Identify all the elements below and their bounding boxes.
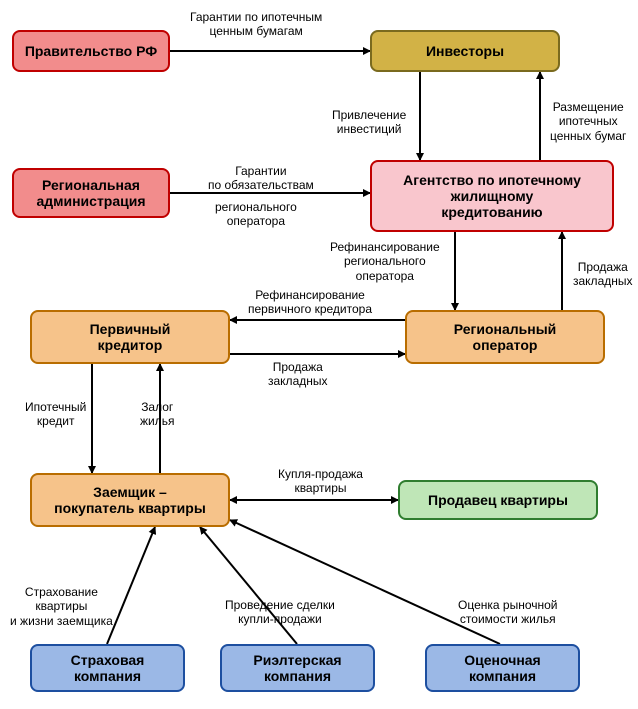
node-insur: Страховаякомпания: [30, 644, 185, 692]
node-regoper: Региональныйоператор: [405, 310, 605, 364]
node-gov: Правительство РФ: [12, 30, 170, 72]
edge-label-13: Проведение сделки купли-продажи: [225, 598, 335, 627]
node-realtor: Риэлтерскаякомпания: [220, 644, 375, 692]
node-primcred: Первичныйкредитор: [30, 310, 230, 364]
edge-label-12: Страхование квартиры и жизни заемщика: [10, 585, 113, 628]
edge-label-5: Рефинансирование регионального оператора: [330, 240, 440, 283]
node-regadmin: Региональнаяадминистрация: [12, 168, 170, 218]
edge-label-11: Купля-продажа квартиры: [278, 467, 363, 496]
edge-label-9: Ипотечный кредит: [25, 400, 86, 429]
edge-label-3: Гарантии по обязательствам: [208, 164, 314, 193]
edge-label-2: Размещение ипотечных ценных бумаг: [550, 100, 626, 143]
edge-label-14: Оценка рыночной стоимости жилья: [458, 598, 558, 627]
edge-label-1: Привлечение инвестиций: [332, 108, 406, 137]
edge-label-4: регионального оператора: [215, 200, 297, 229]
node-appraisal: Оценочнаякомпания: [425, 644, 580, 692]
edge-label-6: Продажа закладных: [573, 260, 633, 289]
edge-label-10: Залог жилья: [140, 400, 174, 429]
edge-insur-borrower: [107, 527, 155, 644]
node-borrower: Заемщик –покупатель квартиры: [30, 473, 230, 527]
node-investors: Инвесторы: [370, 30, 560, 72]
node-seller: Продавец квартиры: [398, 480, 598, 520]
edge-label-7: Рефинансирование первичного кредитора: [248, 288, 372, 317]
node-agency: Агентство по ипотечномужилищномукредитов…: [370, 160, 614, 232]
edge-label-8: Продажа закладных: [268, 360, 328, 389]
edge-label-0: Гарантии по ипотечным ценным бумагам: [190, 10, 322, 39]
